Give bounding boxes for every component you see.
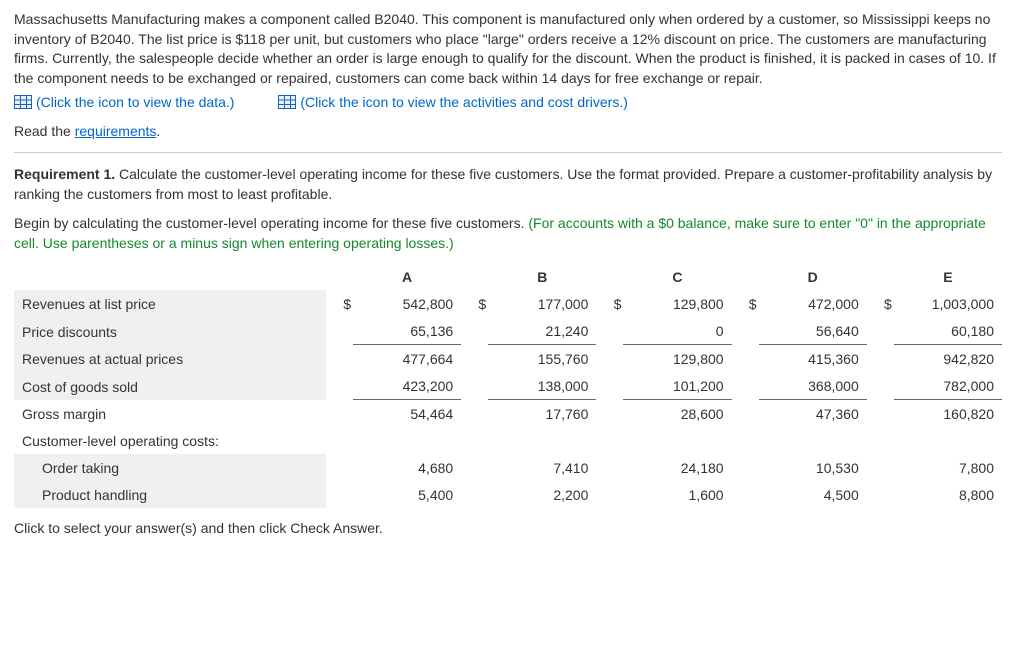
row-label: Cost of goods sold	[14, 372, 326, 400]
cell[interactable]: 177,000	[488, 290, 596, 317]
cell[interactable]: 129,800	[623, 345, 731, 373]
row-label: Customer-level operating costs:	[14, 427, 326, 454]
table-icon	[14, 95, 32, 109]
row-price-discounts: Price discounts 65,136 21,240 0 56,640 6…	[14, 317, 1002, 345]
read-requirements-line: Read the requirements.	[14, 122, 1002, 142]
customer-income-table: A B C D E Revenues at list price $542,80…	[14, 263, 1002, 508]
cell[interactable]: 65,136	[353, 317, 461, 345]
cell[interactable]: 782,000	[894, 372, 1002, 400]
view-activities-label: (Click the icon to view the activities a…	[300, 94, 628, 110]
currency-symbol: $	[867, 290, 894, 317]
cell[interactable]: 7,800	[894, 454, 1002, 481]
begin-instruction: Begin by calculating the customer-level …	[14, 214, 1002, 253]
requirements-link[interactable]: requirements	[75, 123, 157, 139]
row-label: Product handling	[14, 481, 326, 508]
view-data-link[interactable]: (Click the icon to view the data.)	[14, 94, 234, 110]
requirement-text: Calculate the customer-level operating i…	[14, 166, 992, 202]
col-e: E	[894, 263, 1002, 290]
view-activities-link[interactable]: (Click the icon to view the activities a…	[278, 94, 628, 110]
cell[interactable]: 942,820	[894, 345, 1002, 373]
cell[interactable]: 24,180	[623, 454, 731, 481]
row-product-handling: Product handling 5,400 2,200 1,600 4,500…	[14, 481, 1002, 508]
cell[interactable]: 129,800	[623, 290, 731, 317]
read-suffix: .	[156, 123, 160, 139]
cell[interactable]: 5,400	[353, 481, 461, 508]
table-icon	[278, 95, 296, 109]
currency-symbol: $	[326, 290, 353, 317]
col-a: A	[353, 263, 461, 290]
cell[interactable]: 4,680	[353, 454, 461, 481]
cell[interactable]: 472,000	[759, 290, 867, 317]
col-c: C	[623, 263, 731, 290]
cell[interactable]: 17,760	[488, 400, 596, 428]
currency-symbol: $	[461, 290, 488, 317]
row-label: Revenues at list price	[14, 290, 326, 317]
intro-paragraph: Massachusetts Manufacturing makes a comp…	[14, 10, 1002, 88]
row-label: Gross margin	[14, 400, 326, 428]
divider	[14, 152, 1002, 153]
cell[interactable]: 368,000	[759, 372, 867, 400]
view-data-label: (Click the icon to view the data.)	[36, 94, 234, 110]
footer-instruction: Click to select your answer(s) and then …	[14, 520, 1002, 536]
cell[interactable]: 101,200	[623, 372, 731, 400]
cell[interactable]: 54,464	[353, 400, 461, 428]
row-gross-margin: Gross margin 54,464 17,760 28,600 47,360…	[14, 400, 1002, 428]
cell[interactable]: 8,800	[894, 481, 1002, 508]
header-row: A B C D E	[14, 263, 1002, 290]
row-order-taking: Order taking 4,680 7,410 24,180 10,530 7…	[14, 454, 1002, 481]
row-cogs: Cost of goods sold 423,200 138,000 101,2…	[14, 372, 1002, 400]
cell[interactable]: 0	[623, 317, 731, 345]
cell[interactable]: 28,600	[623, 400, 731, 428]
cell[interactable]: 4,500	[759, 481, 867, 508]
row-revenues-list: Revenues at list price $542,800 $177,000…	[14, 290, 1002, 317]
cell[interactable]: 477,664	[353, 345, 461, 373]
cell[interactable]: 2,200	[488, 481, 596, 508]
read-prefix: Read the	[14, 123, 75, 139]
currency-symbol: $	[732, 290, 759, 317]
cell[interactable]: 1,600	[623, 481, 731, 508]
cell[interactable]: 1,003,000	[894, 290, 1002, 317]
cell[interactable]: 21,240	[488, 317, 596, 345]
col-b: B	[488, 263, 596, 290]
row-label: Revenues at actual prices	[14, 345, 326, 373]
row-operating-costs-header: Customer-level operating costs:	[14, 427, 1002, 454]
row-label: Price discounts	[14, 317, 326, 345]
cell[interactable]: 47,360	[759, 400, 867, 428]
cell[interactable]: 60,180	[894, 317, 1002, 345]
cell[interactable]: 10,530	[759, 454, 867, 481]
cell[interactable]: 7,410	[488, 454, 596, 481]
row-label: Order taking	[14, 454, 326, 481]
cell[interactable]: 542,800	[353, 290, 461, 317]
cell[interactable]: 155,760	[488, 345, 596, 373]
currency-symbol: $	[596, 290, 623, 317]
cell[interactable]: 415,360	[759, 345, 867, 373]
row-revenues-actual: Revenues at actual prices 477,664 155,76…	[14, 345, 1002, 373]
begin-text: Begin by calculating the customer-level …	[14, 215, 528, 231]
requirement-label: Requirement 1.	[14, 166, 115, 182]
cell[interactable]: 138,000	[488, 372, 596, 400]
cell[interactable]: 423,200	[353, 372, 461, 400]
cell[interactable]: 160,820	[894, 400, 1002, 428]
cell[interactable]: 56,640	[759, 317, 867, 345]
requirement-heading: Requirement 1. Calculate the customer-le…	[14, 165, 1002, 204]
col-d: D	[759, 263, 867, 290]
